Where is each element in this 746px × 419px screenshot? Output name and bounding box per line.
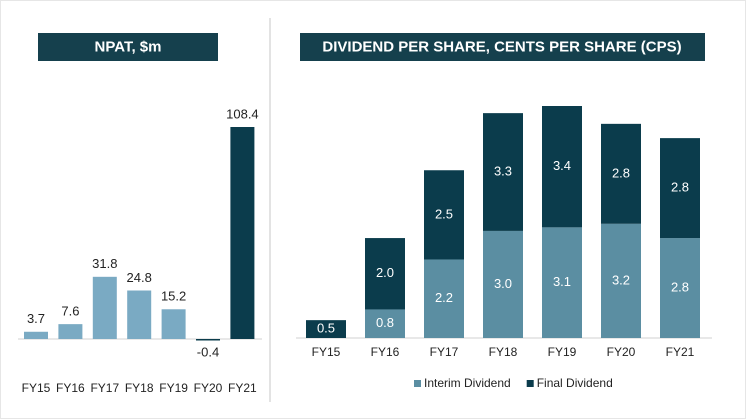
bar-segment [424, 170, 464, 260]
value-label: 3.4 [553, 158, 571, 173]
bar-segment [601, 223, 641, 338]
value-label: 0.5 [317, 321, 335, 336]
x-tick-label: FY16 [56, 381, 85, 395]
value-label: 3.7 [27, 311, 45, 326]
x-tick-label: FY19 [548, 345, 577, 359]
value-label: 3.2 [612, 272, 630, 287]
value-label: 2.5 [435, 206, 453, 221]
chart-title: DIVIDEND PER SHARE, CENTS PER SHARE (CPS… [322, 38, 681, 55]
x-tick-label: FY20 [607, 345, 636, 359]
x-tick-label: FY18 [125, 381, 154, 395]
x-tick-label: FY15 [22, 381, 51, 395]
bar-segment [660, 138, 700, 239]
bar [161, 309, 186, 339]
x-tick-label: FY20 [194, 381, 223, 395]
value-label: 3.1 [553, 274, 571, 289]
bar-segment [365, 309, 405, 338]
bar-segment [306, 320, 346, 338]
x-tick-label: FY21 [228, 381, 257, 395]
bar-segment [542, 106, 582, 228]
value-label: 2.8 [671, 279, 689, 294]
value-label: 31.8 [92, 256, 117, 271]
value-label: 3.0 [494, 276, 512, 291]
bar-segment [365, 238, 405, 310]
bar-segment [424, 259, 464, 338]
value-label: 108.4 [226, 106, 259, 121]
x-tick-label: FY21 [666, 345, 695, 359]
value-label: 24.8 [127, 270, 152, 285]
x-tick-label: FY19 [159, 381, 188, 395]
x-tick-label: FY18 [489, 345, 518, 359]
value-label: -0.4 [197, 344, 219, 359]
x-tick-label: FY16 [371, 345, 400, 359]
value-label: 2.8 [671, 180, 689, 195]
bar [24, 331, 48, 339]
bar [127, 290, 152, 339]
legend-label: Final Dividend [537, 376, 613, 390]
value-label: 7.6 [61, 304, 79, 319]
bar [92, 276, 117, 339]
bar-segment [483, 230, 523, 338]
title-box [38, 33, 218, 61]
bar [230, 127, 255, 339]
bar-segment [601, 123, 641, 224]
value-label: 15.2 [161, 289, 186, 304]
x-tick-label: FY17 [90, 381, 119, 395]
legend-swatch [526, 380, 534, 387]
bar-segment [660, 238, 700, 338]
value-label: 2.8 [612, 165, 630, 180]
chart-title: NPAT, $m [95, 38, 162, 55]
value-label: 2.2 [435, 290, 453, 305]
x-tick-label: FY15 [312, 345, 341, 359]
legend-swatch [414, 380, 421, 387]
bar [196, 339, 220, 341]
legend-label: Interim Dividend [424, 376, 511, 390]
value-label: 2.0 [376, 265, 394, 280]
value-label: 3.3 [494, 163, 512, 178]
bar-segment [542, 227, 582, 338]
title-box [300, 33, 705, 61]
value-label: 0.8 [376, 315, 394, 330]
bar-segment [483, 113, 523, 231]
bar [58, 324, 83, 339]
x-tick-label: FY17 [430, 345, 459, 359]
